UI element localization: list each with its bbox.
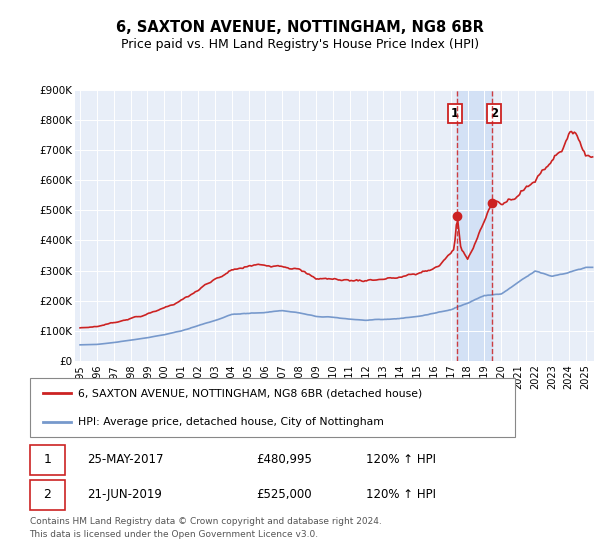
Text: 120% ↑ HPI: 120% ↑ HPI	[366, 488, 436, 501]
Bar	[457, 90, 492, 361]
Text: £480,995: £480,995	[256, 454, 312, 466]
Text: 21-JUN-2019: 21-JUN-2019	[88, 488, 163, 501]
Point	[67, 390, 74, 396]
Text: £525,000: £525,000	[256, 488, 311, 501]
Point	[40, 418, 47, 425]
Text: 6, SAXTON AVENUE, NOTTINGHAM, NG8 6BR: 6, SAXTON AVENUE, NOTTINGHAM, NG8 6BR	[116, 20, 484, 35]
Text: 6, SAXTON AVENUE, NOTTINGHAM, NG8 6BR (detached house): 6, SAXTON AVENUE, NOTTINGHAM, NG8 6BR (d…	[77, 388, 422, 398]
FancyBboxPatch shape	[29, 479, 65, 510]
Text: Price paid vs. HM Land Registry's House Price Index (HPI): Price paid vs. HM Land Registry's House …	[121, 38, 479, 51]
FancyBboxPatch shape	[29, 445, 65, 475]
FancyBboxPatch shape	[29, 378, 515, 437]
Text: 1: 1	[451, 108, 459, 120]
Point	[40, 390, 47, 396]
Text: 120% ↑ HPI: 120% ↑ HPI	[366, 454, 436, 466]
Text: Contains HM Land Registry data © Crown copyright and database right 2024.
This d: Contains HM Land Registry data © Crown c…	[29, 517, 381, 539]
Text: 2: 2	[43, 488, 51, 501]
Text: 25-MAY-2017: 25-MAY-2017	[88, 454, 164, 466]
Text: 1: 1	[43, 454, 51, 466]
Text: HPI: Average price, detached house, City of Nottingham: HPI: Average price, detached house, City…	[77, 417, 383, 427]
Text: 2: 2	[490, 108, 499, 120]
Point	[67, 418, 74, 425]
